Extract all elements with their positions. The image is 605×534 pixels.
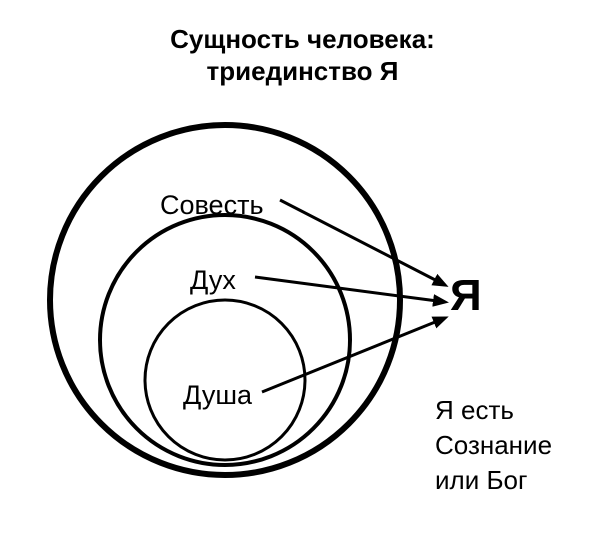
- label-inner-circle: Душа: [183, 380, 252, 411]
- caption-line1: Я есть: [435, 395, 514, 426]
- caption-line3: или Бог: [435, 465, 527, 496]
- label-outer-circle: Совесть: [160, 190, 264, 221]
- target-self: Я: [450, 271, 482, 321]
- nested-circles: [50, 125, 400, 475]
- label-middle-circle: Дух: [190, 265, 236, 296]
- caption-line2: Сознание: [435, 430, 552, 461]
